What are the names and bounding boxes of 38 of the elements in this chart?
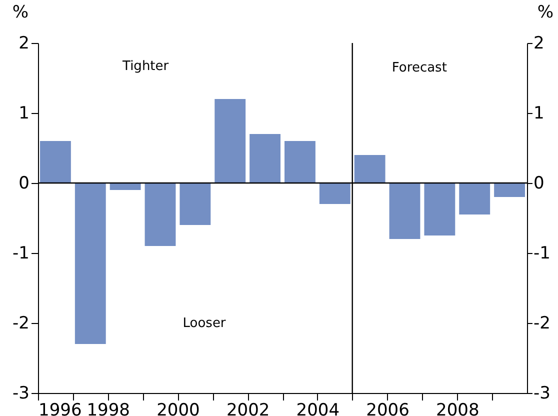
- bar: [144, 183, 176, 246]
- x-tick-label: 2008: [436, 400, 480, 416]
- bar: [319, 183, 350, 204]
- y-tick-label: 0: [18, 174, 30, 194]
- bar: [74, 183, 106, 344]
- bar: [354, 155, 386, 183]
- x-tick-label: 2004: [296, 400, 340, 416]
- bar: [110, 183, 141, 190]
- bar: [284, 141, 316, 183]
- y2-tick-label: 2: [534, 34, 544, 54]
- bar: [180, 183, 211, 225]
- y2-tick-label: 1: [534, 104, 544, 124]
- y-tick-label: 2: [18, 34, 30, 54]
- bar: [389, 183, 420, 239]
- bar: [494, 183, 525, 197]
- annotation: Forecast: [392, 60, 447, 76]
- y2-tick-label: -3: [534, 384, 550, 404]
- y-tick-label: -3: [12, 384, 30, 404]
- bar: [214, 99, 246, 183]
- y2-axis-title: %: [537, 2, 554, 22]
- x-tick-label: 1998: [86, 400, 130, 416]
- annotation: Looser: [182, 316, 226, 331]
- y2-tick-label: 0: [534, 174, 544, 194]
- x-tick-label: 2002: [226, 400, 270, 416]
- bar: [250, 134, 280, 183]
- y-tick-label: 1: [18, 104, 30, 124]
- bar: [459, 183, 490, 214]
- bar: [424, 183, 456, 236]
- x-tick-label: 1996: [38, 400, 82, 416]
- bar: [40, 141, 71, 183]
- annotation: Tighter: [122, 58, 170, 74]
- y2-tick-label: -1: [534, 244, 550, 264]
- x-tick-label: 2000: [156, 400, 200, 416]
- y-tick-label: -1: [12, 244, 30, 264]
- x-tick-label: 2006: [366, 400, 410, 416]
- y-tick-label: -2: [12, 314, 30, 334]
- y2-tick-label: -2: [534, 314, 550, 334]
- y-axis-title: %: [12, 2, 29, 22]
